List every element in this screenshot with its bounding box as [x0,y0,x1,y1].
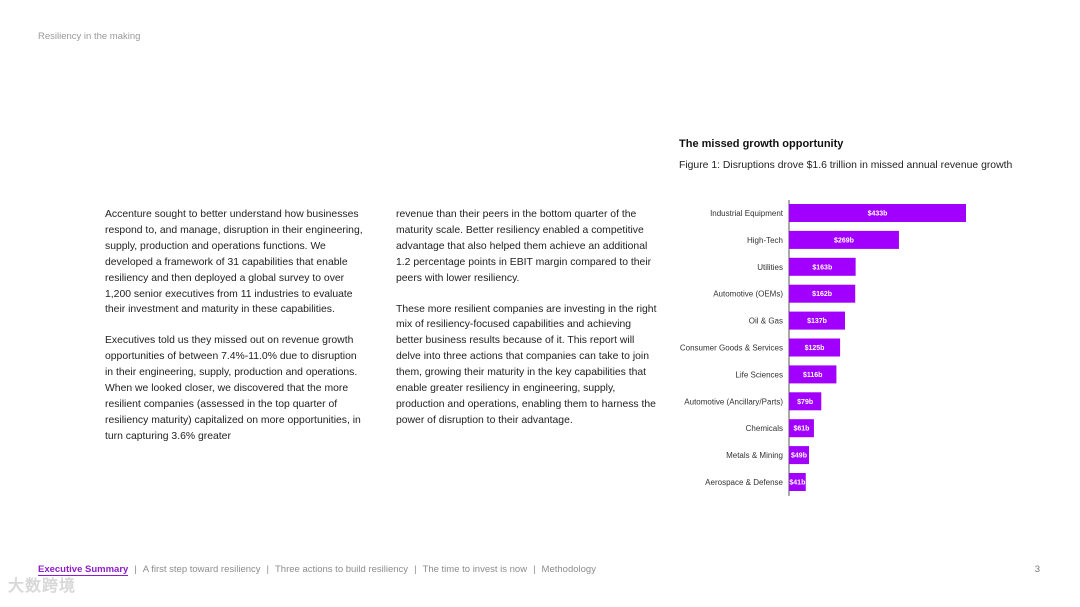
category-label: Aerospace & Defense [705,478,783,487]
body-column-2: revenue than their peers in the bottom q… [396,207,658,444]
bar-5 [789,338,841,357]
watermark: 大数跨境 [8,578,77,595]
page-number: 3 [1034,564,1040,575]
nav-separator: | [533,564,536,575]
category-label: Industrial Equipment [710,209,784,218]
bar-1 [789,230,899,249]
value-label: $433b [868,211,888,218]
value-label: $137b [807,318,827,325]
nav-separator: | [414,564,417,575]
bar-chart: Industrial Equipment $433b High-Tech $269b U… [680,200,966,496]
category-label: Chemicals [746,424,783,433]
value-label: $79b [797,399,813,406]
value-label: $41b [789,480,805,487]
bar-10 [789,473,806,491]
bar-8 [789,419,814,438]
nav-time-to-invest[interactable]: The time to invest is now [422,564,528,575]
category-label: Life Sciences [735,370,783,379]
bar-7 [789,392,822,411]
category-label: High-Tech [747,236,783,245]
nav-separator: | [134,564,137,575]
category-label: Oil & Gas [749,317,783,326]
nav-separator: | [266,564,269,575]
category-label: Automotive (OEMs) [713,290,783,299]
bar-4 [789,311,846,330]
nav-methodology[interactable]: Methodology [541,564,596,575]
running-title: Resiliency in the making [38,31,141,42]
bar-2 [789,257,856,276]
bar-0 [789,204,966,222]
bar-3 [789,284,856,303]
paragraph: These more resilient companies are inves… [396,303,657,426]
category-label: Consumer Goods & Services [680,344,783,353]
value-label: $116b [803,372,822,379]
value-label: $162b [812,291,832,298]
value-label: $49b [791,453,807,460]
nav-first-step[interactable]: A first step toward resiliency [142,564,261,575]
value-label: $61b [793,426,809,433]
value-label: $269b [834,237,854,244]
section-nav: Executive Summary | A first step toward re… [38,564,596,576]
body-column-1: Accenture sought to better understand ho… [105,207,367,460]
paragraph: revenue than their peers in the bottom q… [396,209,652,284]
category-label: Automotive (Ancillary/Parts) [684,397,783,406]
value-label: $163b [812,264,832,271]
paragraph: Executives told us they missed out on re… [105,335,361,442]
chart-title: The missed growth opportunity [679,138,844,150]
nav-three-actions[interactable]: Three actions to build resiliency [274,564,409,575]
category-label: Utilities [757,263,783,272]
category-label: Metals & Mining [726,451,783,460]
nav-executive-summary[interactable]: Executive Summary [38,564,129,576]
chart-subtitle: Figure 1: Disruptions drove $1.6 trillio… [679,160,1013,171]
value-label: $125b [805,345,825,352]
bar-6 [789,365,837,384]
paragraph: Accenture sought to better understand ho… [105,209,363,316]
bar-9 [789,446,810,465]
